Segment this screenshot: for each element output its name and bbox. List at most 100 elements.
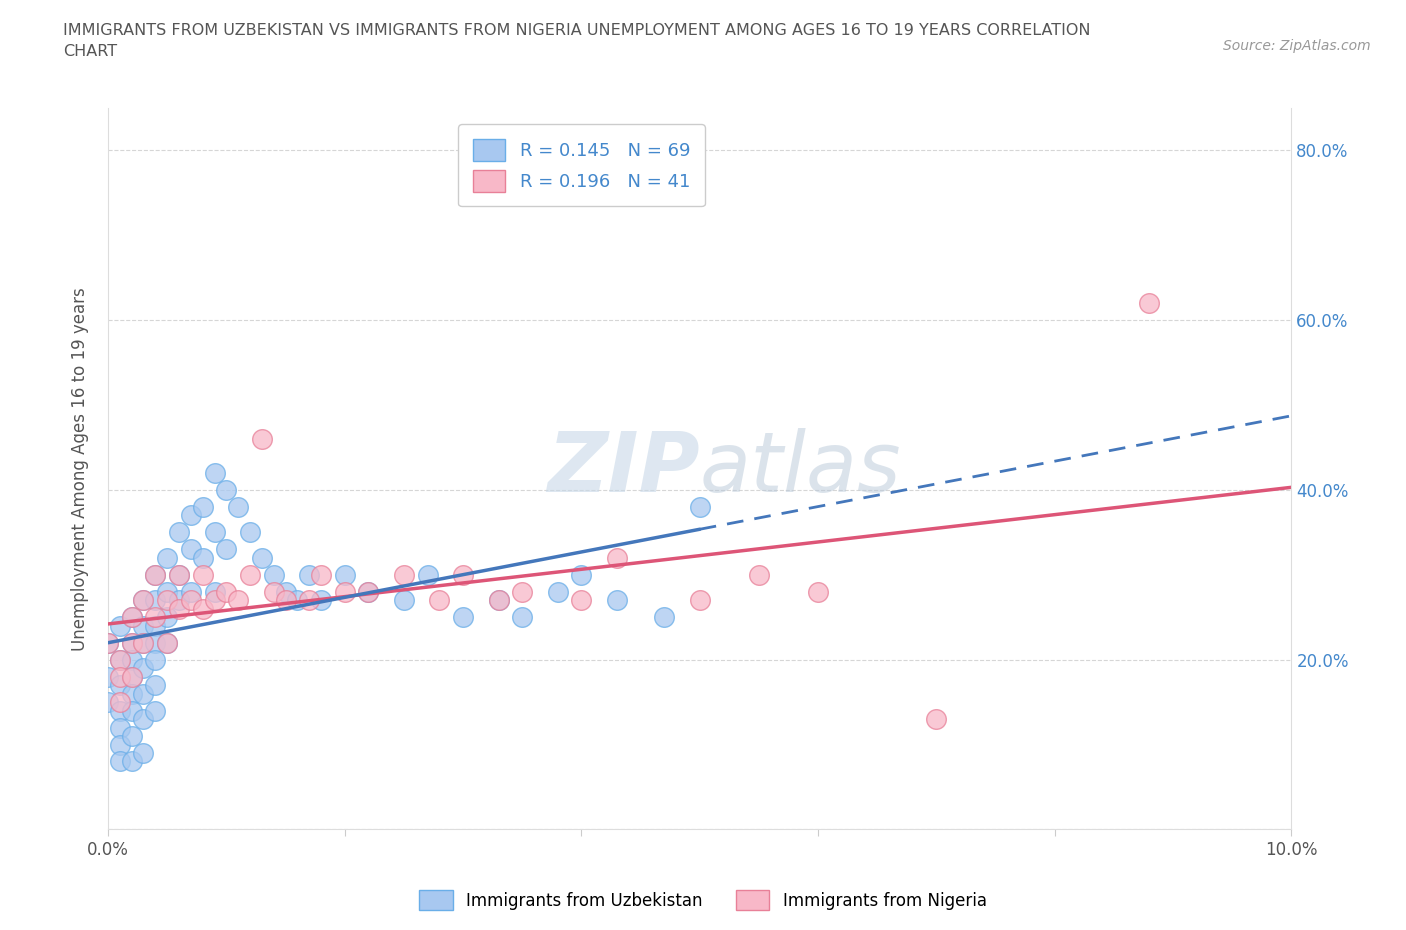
Point xyxy=(156,551,179,565)
Point xyxy=(97,635,120,650)
Point xyxy=(392,567,415,582)
Point xyxy=(132,711,155,726)
Point xyxy=(204,584,226,599)
Point xyxy=(108,703,131,718)
Point xyxy=(309,567,332,582)
Point xyxy=(204,525,226,539)
Point xyxy=(357,584,380,599)
Point xyxy=(569,592,592,607)
Point xyxy=(132,592,155,607)
Point xyxy=(108,652,131,667)
Point xyxy=(156,592,179,607)
Point xyxy=(427,592,450,607)
Point xyxy=(274,592,297,607)
Point xyxy=(143,567,166,582)
Point xyxy=(488,592,510,607)
Point xyxy=(143,610,166,625)
Point xyxy=(143,703,166,718)
Point xyxy=(191,551,214,565)
Point xyxy=(180,592,202,607)
Point xyxy=(132,635,155,650)
Point xyxy=(108,678,131,693)
Point xyxy=(121,670,143,684)
Point xyxy=(108,670,131,684)
Point xyxy=(167,592,190,607)
Point xyxy=(748,567,770,582)
Point xyxy=(156,635,179,650)
Point xyxy=(121,610,143,625)
Text: Source: ZipAtlas.com: Source: ZipAtlas.com xyxy=(1223,39,1371,53)
Point xyxy=(121,754,143,769)
Text: IMMIGRANTS FROM UZBEKISTAN VS IMMIGRANTS FROM NIGERIA UNEMPLOYMENT AMONG AGES 16: IMMIGRANTS FROM UZBEKISTAN VS IMMIGRANTS… xyxy=(63,23,1091,60)
Point xyxy=(121,670,143,684)
Point xyxy=(108,618,131,633)
Point xyxy=(97,635,120,650)
Point xyxy=(132,592,155,607)
Point xyxy=(652,610,675,625)
Point xyxy=(191,499,214,514)
Point xyxy=(925,711,948,726)
Point xyxy=(156,610,179,625)
Point xyxy=(250,551,273,565)
Point xyxy=(488,592,510,607)
Y-axis label: Unemployment Among Ages 16 to 19 years: Unemployment Among Ages 16 to 19 years xyxy=(72,286,89,651)
Point xyxy=(191,602,214,617)
Point xyxy=(143,635,166,650)
Point xyxy=(132,660,155,675)
Text: ZIP: ZIP xyxy=(547,428,700,510)
Point xyxy=(569,567,592,582)
Point xyxy=(108,737,131,752)
Point xyxy=(132,686,155,701)
Point xyxy=(333,584,356,599)
Point xyxy=(132,635,155,650)
Point xyxy=(121,652,143,667)
Point xyxy=(167,602,190,617)
Point xyxy=(132,746,155,761)
Point xyxy=(143,592,166,607)
Point xyxy=(156,635,179,650)
Point xyxy=(143,678,166,693)
Point xyxy=(204,592,226,607)
Point xyxy=(357,584,380,599)
Point xyxy=(392,592,415,607)
Point xyxy=(180,584,202,599)
Point xyxy=(167,525,190,539)
Point xyxy=(547,584,569,599)
Point xyxy=(309,592,332,607)
Point xyxy=(156,584,179,599)
Point xyxy=(121,703,143,718)
Point xyxy=(121,686,143,701)
Point xyxy=(204,466,226,481)
Point xyxy=(239,567,262,582)
Point xyxy=(689,592,711,607)
Text: atlas: atlas xyxy=(700,428,901,510)
Point xyxy=(689,499,711,514)
Point xyxy=(132,618,155,633)
Point xyxy=(451,567,474,582)
Point xyxy=(97,670,120,684)
Point xyxy=(108,652,131,667)
Point xyxy=(263,584,285,599)
Legend: Immigrants from Uzbekistan, Immigrants from Nigeria: Immigrants from Uzbekistan, Immigrants f… xyxy=(413,884,993,917)
Point xyxy=(606,592,628,607)
Point xyxy=(191,567,214,582)
Point xyxy=(451,610,474,625)
Point xyxy=(250,432,273,446)
Point xyxy=(298,567,321,582)
Point xyxy=(285,592,308,607)
Point xyxy=(97,695,120,710)
Point xyxy=(263,567,285,582)
Point xyxy=(143,567,166,582)
Point xyxy=(180,542,202,557)
Point xyxy=(416,567,439,582)
Point xyxy=(108,754,131,769)
Point xyxy=(121,635,143,650)
Point xyxy=(510,584,533,599)
Point xyxy=(510,610,533,625)
Point xyxy=(274,584,297,599)
Point xyxy=(121,635,143,650)
Point xyxy=(180,508,202,523)
Point xyxy=(1139,296,1161,311)
Point xyxy=(239,525,262,539)
Point xyxy=(215,584,238,599)
